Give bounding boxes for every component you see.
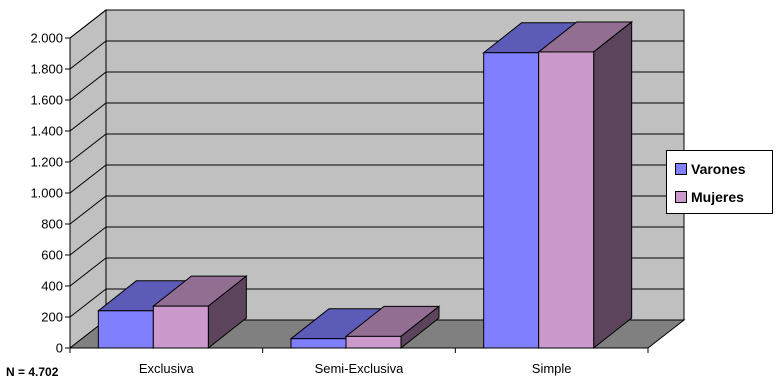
y-tick-label: 1.600	[30, 93, 63, 108]
legend-swatch-varones	[675, 163, 687, 175]
y-tick-label: 0	[56, 341, 63, 356]
category-axis: Exclusiva Semi-Exclusiva Simple	[69, 348, 649, 376]
legend-item-mujeres: Mujeres	[675, 189, 744, 205]
y-tick-label: 200	[41, 310, 63, 325]
legend-label-mujeres: Mujeres	[691, 189, 744, 205]
legend-label-varones: Varones	[691, 161, 746, 177]
bar-mujeres-0	[151, 275, 248, 350]
bar-front	[152, 305, 209, 349]
y-tick-label: 1.200	[30, 155, 63, 170]
y-tick-label: 1.000	[30, 186, 63, 201]
sample-size-note: N = 4.702	[6, 365, 59, 379]
x-category-label: Simple	[532, 361, 572, 376]
y-tick-label: 800	[41, 217, 63, 232]
bar-mujeres-1	[344, 305, 441, 350]
y-tick-label: 1.400	[30, 124, 63, 139]
bar-front	[290, 338, 347, 349]
legend: Varones Mujeres	[666, 150, 773, 214]
bar-side	[593, 20, 633, 350]
gridline	[69, 9, 684, 39]
y-tick-label: 1.800	[30, 62, 63, 77]
y-tick-label: 2.000	[30, 31, 63, 46]
x-category-label: Exclusiva	[139, 361, 195, 376]
bar-front	[538, 51, 595, 349]
legend-item-varones: Varones	[675, 161, 745, 177]
y-tick-label: 400	[41, 279, 63, 294]
bar-mujeres-2	[537, 20, 634, 350]
bars	[96, 20, 634, 350]
bar-front	[97, 310, 154, 349]
bar-front	[483, 52, 540, 349]
legend-swatch-mujeres	[675, 191, 687, 203]
x-category-label: Semi-Exclusiva	[315, 361, 405, 376]
gridline	[69, 40, 684, 70]
y-tick-label: 600	[41, 248, 63, 263]
bar-front	[345, 335, 402, 349]
